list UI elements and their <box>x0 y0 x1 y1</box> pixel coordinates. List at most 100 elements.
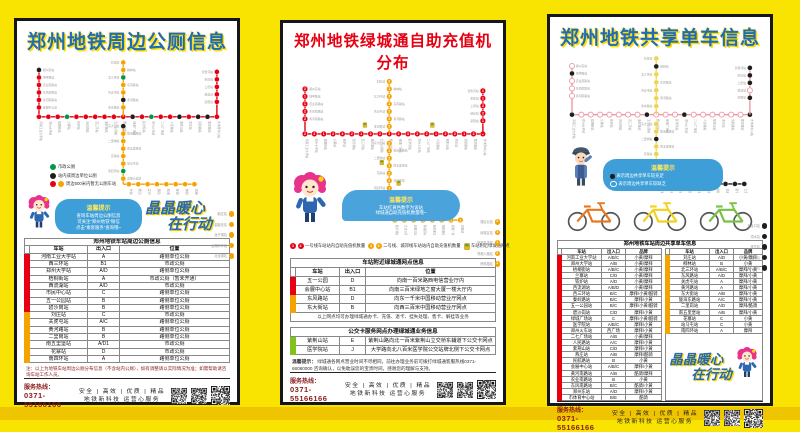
table-cell: 紫荆山路向北一百米紫荆山立交桥东辅道下公交卡网点 <box>365 336 496 347</box>
tip-bubble: 温馨提示 查询车站周边公厕信息 可关注“郑州地铁”微信 点击“乘客服务”查询哦~ <box>55 199 142 235</box>
svg-text:人民路站: 人民路站 <box>436 139 440 150</box>
table-header-row: 车站 出入口 位置 <box>290 267 496 278</box>
brand-slogan-box: 晶晶暖心 在行动 <box>665 333 763 401</box>
svg-text:郑港站: 郑港站 <box>725 188 729 193</box>
svg-text:陇海东路站: 陇海东路站 <box>393 149 407 153</box>
poster-public-toilets: 郑州地铁周边公厕信息 郑州东站 博学路站 农业南路站 东风南路站 黄河南路站 会展中心站河… <box>14 18 240 409</box>
table-cell: C <box>87 311 120 320</box>
table-row: 花寨站 D 市政公厕 <box>24 347 230 356</box>
table-cell: 摩拜 <box>733 326 763 334</box>
svg-text:峡窝站: 峡窝站 <box>738 88 747 92</box>
table-row: 郑州大学站 A/B 小黄/摩拜 <box>557 259 663 267</box>
metro-map: 郑州东站 博学路站 农业南路站 东风南路站 黄河南路站 会展中心站 河南工业大学站 郑州大学站… <box>24 55 230 195</box>
edge-stations: 鹤庄站 金融岛站 龙子湖站 龙湖中环站 北龙湖站 <box>211 211 234 259</box>
svg-text:2: 2 <box>482 104 484 108</box>
svg-text:1: 1 <box>388 87 390 91</box>
svg-text:刘庄站: 刘庄站 <box>644 56 653 60</box>
table-title-row: 车站附近绿城通网点信息 <box>290 258 496 269</box>
svg-text:郑州火车站: 郑州火车站 <box>684 119 688 133</box>
table-cell: 摩拜/小黄 <box>733 296 763 304</box>
bike-availability-dot-icon <box>610 174 615 179</box>
hotline-label: 服务热线： <box>24 385 55 392</box>
tip-title: 温馨提示 <box>650 165 675 172</box>
poster-title: 郑州地铁共享单车信息 <box>559 28 760 49</box>
table-cell: 摩拜/小黄 <box>733 290 763 298</box>
svg-text:恩平湖站: 恩平湖站 <box>395 225 399 235</box>
svg-text:刘庄站: 刘庄站 <box>377 79 386 83</box>
svg-text:燕庄站: 燕庄站 <box>189 121 193 130</box>
svg-text:梧桐街站: 梧桐街站 <box>58 121 62 132</box>
table-cell: 路侧单位公厕 <box>119 296 230 305</box>
svg-text:2: 2 <box>388 179 390 183</box>
table-cell: 市政公厕 <box>119 347 230 356</box>
table-cell: A <box>87 252 120 262</box>
table-cell: 酷骑 <box>624 393 663 401</box>
edge-station: 综保区站 1 <box>480 229 500 235</box>
svg-text:2: 2 <box>304 87 306 91</box>
table-cell: 会展中心站 <box>295 285 340 296</box>
svg-text:宋庄站: 宋庄站 <box>470 96 479 100</box>
svg-text:秦岭路站: 秦岭路站 <box>637 119 641 130</box>
svg-text:陇海东路站: 陇海东路站 <box>660 129 674 133</box>
table-cell: 五一公园站 <box>29 296 88 305</box>
svg-text:五一公园站: 五一公园站 <box>647 119 651 133</box>
svg-text:上街站: 上街站 <box>470 104 479 108</box>
table-cell: 小黄/摩拜 <box>624 284 663 292</box>
svg-text:市体育中心站: 市体育中心站 <box>217 121 221 138</box>
svg-text:紫荆山站: 紫荆山站 <box>445 139 449 150</box>
svg-text:河南工业大学站: 河南工业大学站 <box>305 139 309 159</box>
svg-text:南四环站: 南四环站 <box>374 186 385 190</box>
svg-text:2: 2 <box>388 142 390 146</box>
svg-text:二七广场站: 二七广场站 <box>427 139 431 153</box>
table-cell: 小黄/摩拜 <box>624 265 663 274</box>
station-dot-icon: 1 <box>494 229 500 235</box>
svg-text:1: 1 <box>323 132 325 136</box>
svg-text:人民路站: 人民路站 <box>703 119 707 130</box>
legend-dot-icon <box>58 181 64 188</box>
table-cell: B <box>87 325 120 335</box>
svg-text:五一公园站: 五一公园站 <box>380 139 384 153</box>
svg-text:1: 1 <box>388 149 390 153</box>
table-cell: A/C <box>87 318 120 327</box>
svg-text:五一公园站: 五一公园站 <box>114 121 118 135</box>
table-cell: 酷骑/摩拜 <box>624 369 663 377</box>
svg-text:东大街站: 东大街站 <box>374 141 385 145</box>
svg-text:郑港站: 郑港站 <box>194 189 198 196</box>
table-row: 兰寨站 C/D 小黄/摩拜 <box>557 272 663 280</box>
table-row: 五一公园站 B/C 摩拜/小黄/酷骑 <box>557 302 663 310</box>
svg-text:关虎屯站: 关虎屯站 <box>374 109 385 113</box>
svg-text:2: 2 <box>398 132 400 136</box>
table-cell: 路侧单位公厕 <box>119 303 230 313</box>
table-cell: 路侧单位公厕 <box>119 289 230 298</box>
station-dot-icon <box>228 211 234 217</box>
table-cell: A/C <box>709 296 735 304</box>
svg-text:农业南路站: 农业南路站 <box>576 79 590 83</box>
svg-text:2: 2 <box>482 112 484 116</box>
svg-text:柳林站: 柳林站 <box>660 64 669 68</box>
svg-text:东大街站: 东大街站 <box>108 124 119 128</box>
table-cell: A <box>709 278 735 286</box>
svg-text:综保区站: 综保区站 <box>423 225 427 235</box>
svg-text:博学路站: 博学路站 <box>309 94 320 98</box>
svg-text:2: 2 <box>351 132 353 136</box>
svg-text:秦岭路站: 秦岭路站 <box>104 121 108 132</box>
table-cell: 五一公园 <box>295 276 340 287</box>
table-row: 市民中心站 C 路侧单位公厕 <box>24 289 230 298</box>
svg-text:绿城广场站: 绿城广场站 <box>133 121 137 135</box>
table-row: 人民路站 A/C 摩拜/小黄 <box>557 339 663 347</box>
table-row: 紫荆山站 C/D 摩拜/小黄 <box>557 345 663 353</box>
table-cell: 向南三百米绿地之窗大厦一楼大厅内 <box>365 285 496 296</box>
svg-text:黄河路站: 黄河路站 <box>393 117 404 121</box>
svg-text:黄河南路站: 黄河南路站 <box>43 98 57 102</box>
svg-text:3: 3 <box>407 132 409 136</box>
qr-code-icon <box>457 381 473 398</box>
table-row: 绿城广场站 C 摩拜/小黄/酷骑 <box>557 314 663 322</box>
poster-title: 郑州地铁周边公厕信息 <box>26 32 227 53</box>
svg-text:东风南路站: 东风南路站 <box>576 86 590 90</box>
mascot-staff-icon <box>565 144 597 194</box>
table-cell: 市政公厕 <box>119 281 230 291</box>
tip-bubble: 温馨提示 表示周边共享单车较充足 表示周边共享单车较缺乏 <box>603 158 723 192</box>
svg-text:2: 2 <box>388 80 390 84</box>
svg-text:双湖大道站: 双湖大道站 <box>127 177 141 181</box>
greentown-outlets-table: 车站附近绿城通网点信息 车站 出入口 位置 五一公园 D 向南一百米路西电信营业厅内 会展中心… <box>290 258 496 323</box>
